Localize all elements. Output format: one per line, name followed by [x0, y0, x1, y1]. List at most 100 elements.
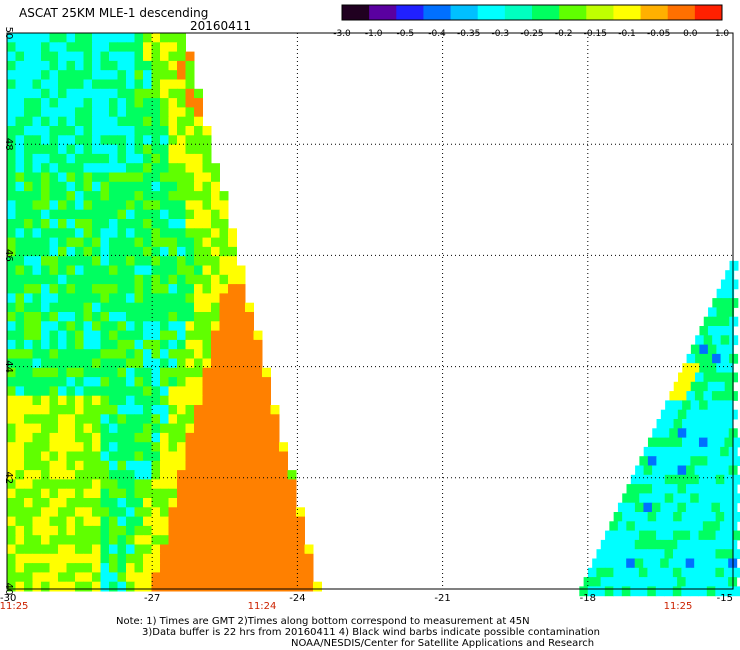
swath-cell: [117, 191, 127, 201]
swath-cell: [134, 423, 144, 434]
swath-cell: [58, 470, 67, 480]
swath-cell: [626, 502, 636, 513]
swath-cell: [32, 330, 42, 341]
swath-cell: [270, 544, 280, 555]
swath-cell: [160, 191, 169, 201]
swath-cell: [49, 544, 59, 555]
swath-cell: [24, 209, 33, 220]
swath-cell: [219, 256, 229, 266]
swath-cell: [681, 493, 691, 504]
swath-cell: [32, 88, 42, 99]
swath-cell: [656, 512, 666, 522]
swath-cell: [715, 512, 725, 522]
swath-cell: [609, 558, 619, 569]
swath-cell: [638, 567, 648, 578]
swath-cell: [7, 98, 16, 108]
swath-cell: [83, 191, 93, 201]
swath-cell: [92, 479, 101, 490]
swath-cell: [211, 228, 220, 239]
swath-cell: [185, 293, 195, 304]
swath-cell: [185, 51, 195, 62]
swath-cell: [655, 586, 665, 597]
swath-cell: [92, 442, 101, 452]
swath-cell: [160, 460, 169, 471]
swath-cell: [177, 498, 186, 508]
swath-cell: [202, 191, 212, 201]
swath-cell: [117, 200, 127, 211]
swath-cell: [681, 549, 691, 559]
swath-cell: [32, 70, 42, 80]
swath-cell: [168, 516, 178, 527]
swath-cell: [604, 586, 614, 597]
swath-cell: [151, 219, 161, 229]
swath-cell: [720, 372, 730, 383]
swath-cell: [236, 507, 246, 518]
swath-cell: [202, 135, 212, 146]
swath-cell: [75, 405, 84, 415]
swath-cell: [100, 172, 110, 183]
swath-cell: [75, 144, 84, 155]
swath-cell: [194, 163, 203, 173]
swath-cell: [126, 70, 135, 80]
swath-cell: [15, 367, 25, 378]
swath-cell: [219, 209, 229, 220]
swath-cell: [41, 274, 50, 285]
swath-cell: [177, 265, 186, 276]
swath-cell: [7, 293, 16, 304]
swath-cell: [211, 488, 220, 499]
swath-cell: [185, 135, 195, 146]
x-tick-label: -21: [434, 593, 450, 604]
swath-cell: [15, 581, 25, 592]
swath-cell: [160, 339, 169, 350]
swath-cell: [245, 414, 254, 425]
swath-cell: [160, 479, 169, 490]
swath-cell: [117, 395, 127, 406]
swath-cell: [177, 442, 186, 452]
swath-cell: [58, 544, 67, 555]
swath-cell: [270, 460, 280, 471]
swath-cell: [134, 470, 144, 480]
swath-cell: [83, 377, 93, 387]
swath-cell: [160, 377, 169, 387]
swath-cell: [32, 367, 42, 378]
swath-cell: [83, 386, 93, 397]
swath-cell: [143, 228, 152, 239]
swath-cell: [92, 219, 101, 229]
swath-cell: [202, 432, 212, 443]
swath-cell: [185, 200, 195, 211]
swath-cell: [134, 228, 144, 239]
swath-cell: [126, 98, 135, 108]
swath-cell: [126, 116, 135, 127]
swath-cell: [185, 274, 195, 285]
swath-cell: [716, 363, 726, 373]
swath-cell: [177, 423, 186, 434]
swath-cell: [92, 423, 101, 434]
swath-cell: [194, 498, 203, 508]
swath-cell: [279, 460, 288, 471]
swath-cell: [664, 493, 674, 504]
swath-cell: [711, 539, 721, 550]
swath-cell: [109, 349, 118, 359]
swath-cell: [126, 358, 135, 369]
swath-cell: [720, 391, 730, 401]
swath-cell: [41, 553, 50, 564]
swath-cell: [279, 470, 288, 480]
swath-cell: [245, 544, 254, 555]
swath-cell: [83, 330, 93, 341]
swath-cell: [143, 107, 152, 118]
swath-cell: [287, 535, 297, 545]
swath-cell: [253, 367, 263, 378]
swath-cell: [109, 228, 118, 239]
swath-cell: [707, 381, 717, 392]
swath-cell: [83, 60, 93, 71]
swath-cell: [703, 391, 713, 401]
swath-cell: [143, 358, 152, 369]
swath-cell: [58, 172, 67, 183]
swath-cell: [126, 42, 135, 53]
swath-cell: [143, 209, 152, 220]
swath-cell: [686, 446, 696, 457]
swath-cell: [177, 507, 186, 518]
swath-cell: [279, 498, 288, 508]
swath-cell: [49, 284, 59, 294]
swath-cell: [647, 549, 657, 559]
